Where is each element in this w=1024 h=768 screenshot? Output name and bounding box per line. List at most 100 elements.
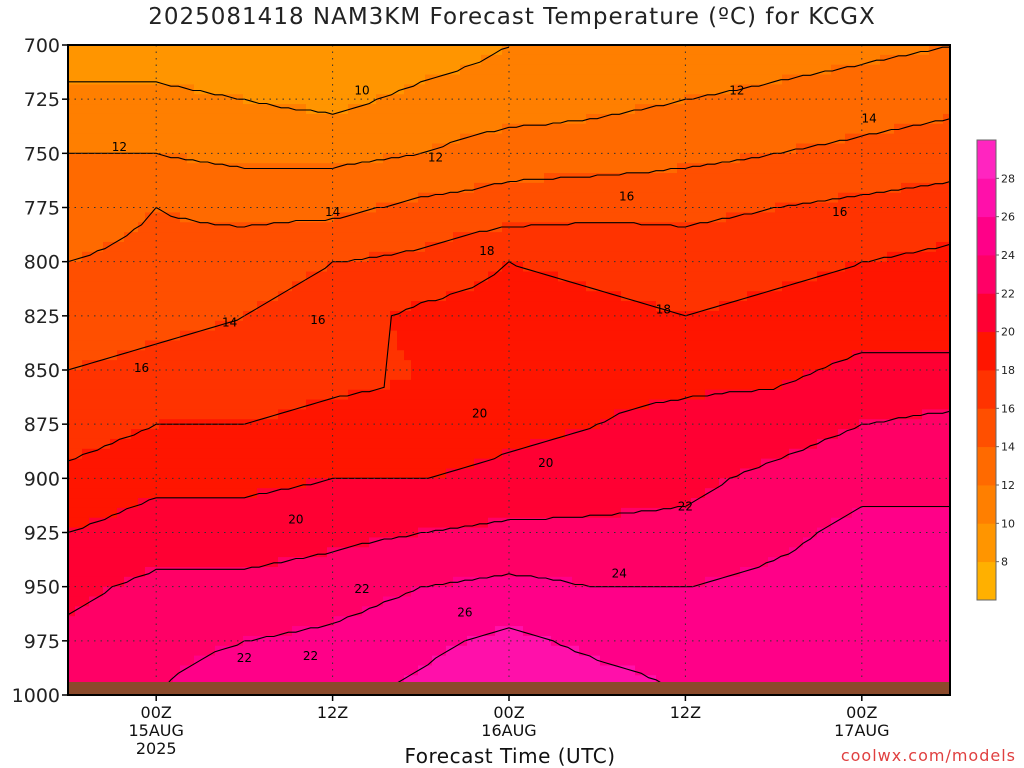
heatmap-cell — [173, 64, 181, 76]
heatmap-cell — [243, 360, 251, 371]
heatmap-cell — [579, 222, 587, 233]
heatmap-cell — [278, 438, 286, 450]
heatmap-cell — [572, 596, 580, 607]
heatmap-cell — [558, 566, 566, 578]
heatmap-cell — [82, 340, 90, 351]
heatmap-cell — [222, 113, 230, 125]
heatmap-cell — [124, 182, 132, 194]
heatmap-cell — [159, 320, 167, 332]
heatmap-cell — [75, 557, 83, 568]
heatmap-cell — [418, 586, 426, 598]
heatmap-cell — [376, 182, 384, 194]
heatmap-cell — [369, 665, 377, 676]
heatmap-cell — [530, 419, 538, 430]
heatmap-cell — [404, 675, 412, 686]
heatmap-cell — [131, 566, 139, 578]
heatmap-cell — [558, 143, 566, 154]
heatmap-cell — [75, 665, 83, 676]
heatmap-cell — [404, 429, 412, 440]
heatmap-cell — [481, 665, 489, 676]
heatmap-cell — [166, 655, 174, 667]
heatmap-cell — [376, 498, 384, 509]
heatmap-cell — [383, 468, 391, 479]
heatmap-cell — [180, 675, 188, 686]
heatmap-cell — [509, 379, 517, 391]
heatmap-cell — [439, 409, 447, 420]
heatmap-cell — [572, 241, 580, 253]
heatmap-cell — [229, 606, 237, 617]
heatmap-cell — [551, 291, 559, 302]
heatmap-cell — [131, 419, 139, 430]
heatmap-cell — [96, 399, 104, 410]
heatmap-cell — [425, 241, 433, 253]
heatmap-cell — [124, 468, 132, 479]
heatmap-cell — [516, 547, 524, 558]
heatmap-cell — [264, 458, 272, 470]
heatmap-cell — [453, 517, 461, 529]
heatmap-cell — [523, 409, 531, 420]
heatmap-cell — [565, 291, 573, 302]
heatmap-cell — [229, 64, 237, 76]
heatmap-cell — [145, 310, 153, 322]
heatmap-cell — [201, 281, 209, 292]
heatmap-cell — [257, 596, 265, 607]
heatmap-cell — [96, 330, 104, 342]
heatmap-cell — [299, 438, 307, 450]
heatmap-cell — [145, 360, 153, 371]
heatmap-cell — [460, 576, 468, 588]
heatmap-cell — [264, 301, 272, 312]
heatmap-cell — [166, 498, 174, 509]
heatmap-cell — [362, 635, 370, 647]
heatmap-cell — [75, 182, 83, 194]
heatmap-cell — [292, 330, 300, 342]
heatmap-cell — [89, 84, 97, 95]
heatmap-cell — [138, 74, 146, 85]
heatmap-cell — [551, 389, 559, 401]
heatmap-cell — [236, 45, 244, 56]
heatmap-cell — [334, 645, 342, 657]
heatmap-cell — [236, 153, 244, 164]
heatmap-cell — [495, 488, 503, 499]
heatmap-cell — [278, 281, 286, 292]
heatmap-cell — [299, 182, 307, 194]
heatmap-cell — [418, 113, 426, 125]
heatmap-cell — [306, 320, 314, 332]
heatmap-cell — [488, 45, 496, 56]
heatmap-cell — [173, 330, 181, 342]
heatmap-cell — [348, 645, 356, 657]
heatmap-cell — [173, 104, 181, 115]
heatmap-cell — [222, 84, 230, 95]
heatmap-cell — [117, 330, 125, 342]
heatmap-cell — [579, 478, 587, 489]
heatmap-cell — [208, 222, 216, 233]
heatmap-cell — [369, 576, 377, 588]
heatmap-cell — [166, 389, 174, 401]
heatmap-cell — [278, 74, 286, 85]
heatmap-cell — [516, 576, 524, 588]
heatmap-cell — [460, 281, 468, 292]
heatmap-cell — [495, 350, 503, 361]
heatmap-cell — [124, 665, 132, 676]
heatmap-cell — [544, 241, 552, 253]
heatmap-cell — [292, 547, 300, 558]
heatmap-cell — [159, 429, 167, 440]
heatmap-cell — [523, 143, 531, 154]
heatmap-cell — [152, 271, 160, 282]
heatmap-cell — [278, 271, 286, 282]
heatmap-cell — [110, 84, 118, 95]
heatmap-cell — [278, 192, 286, 204]
heatmap-cell — [292, 478, 300, 489]
heatmap-cell — [586, 271, 594, 282]
heatmap-cell — [257, 123, 265, 135]
heatmap-cell — [278, 498, 286, 509]
heatmap-cell — [558, 281, 566, 292]
heatmap-cell — [530, 557, 538, 568]
heatmap-cell — [145, 478, 153, 489]
heatmap-cell — [418, 163, 426, 174]
heatmap-cell — [474, 74, 482, 85]
heatmap-cell — [397, 665, 405, 676]
heatmap-cell — [509, 429, 517, 440]
heatmap-cell — [509, 370, 517, 381]
heatmap-cell — [572, 448, 580, 460]
heatmap-cell — [201, 557, 209, 568]
